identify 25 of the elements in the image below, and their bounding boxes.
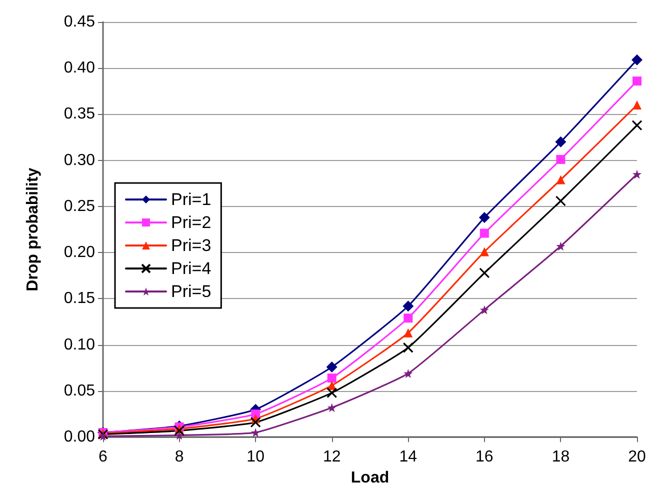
legend-label: Pri=3 <box>171 236 212 255</box>
x-tick-label: 16 <box>476 448 494 466</box>
x-tick-label: 8 <box>174 448 184 466</box>
x-axis-title: Load <box>350 470 390 486</box>
y-tick-label: 0.10 <box>64 336 96 354</box>
y-tick-label: 0.20 <box>64 244 96 262</box>
y-tick-label: 0.30 <box>64 152 96 169</box>
x-tick-label: 18 <box>552 448 570 466</box>
y-tick-label: 0.15 <box>64 290 96 308</box>
y-axis-title: Drop probability <box>24 168 42 292</box>
y-tick-label: 0.40 <box>64 60 96 77</box>
y-tick-label: 0.35 <box>64 106 96 123</box>
y-tick-label: 0.00 <box>64 428 96 446</box>
x-tick-label: 6 <box>98 448 108 466</box>
x-tick-label: 12 <box>322 448 341 466</box>
y-tick-label: 0.25 <box>64 198 96 215</box>
legend-label: Pri=2 <box>171 213 212 232</box>
x-tick-label: 20 <box>628 448 646 466</box>
x-tick-label: 14 <box>399 448 418 466</box>
y-tick-label: 0.45 <box>64 14 96 30</box>
legend-label: Pri=5 <box>171 282 212 301</box>
legend-label: Pri=1 <box>171 190 212 209</box>
y-tick-label: 0.05 <box>64 382 96 400</box>
x-tick-label: 10 <box>246 448 265 466</box>
legend-label: Pri=4 <box>171 259 212 278</box>
